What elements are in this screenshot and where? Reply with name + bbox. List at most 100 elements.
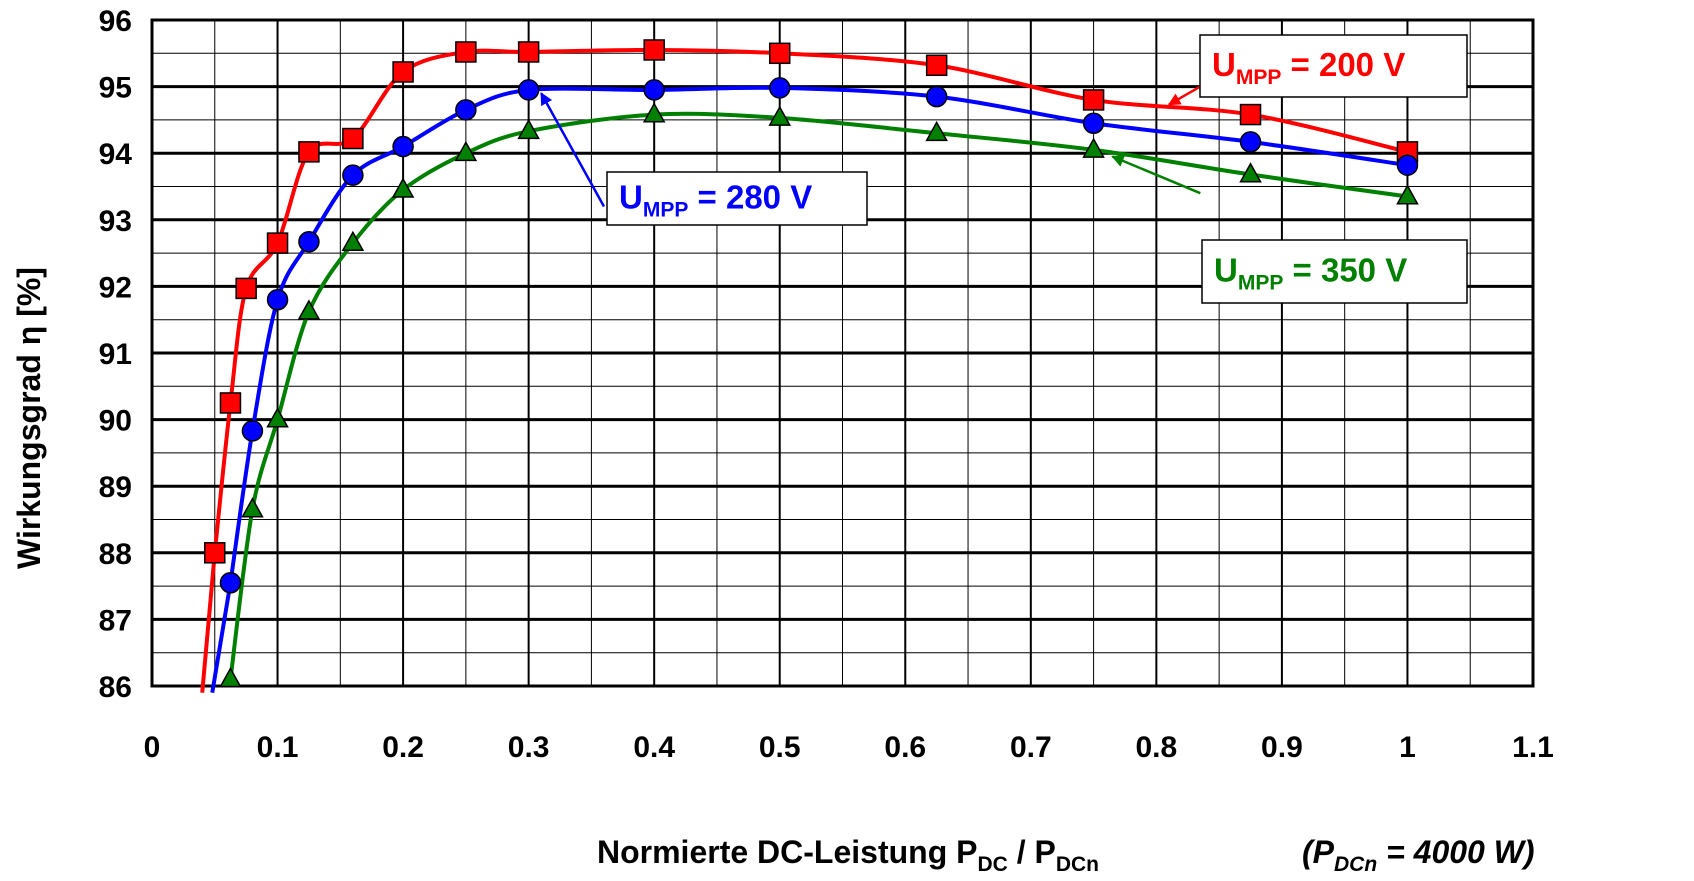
annotation-label: UMPP = 280 V <box>619 179 812 222</box>
grid <box>151 18 1534 688</box>
y-tick-label: 95 <box>99 72 132 105</box>
annotation-label-rest: = 280 V <box>688 179 812 216</box>
annotation-label-sub: MPP <box>1236 66 1282 89</box>
x-tick-label: 1.1 <box>1512 731 1554 764</box>
y-tick-label: 86 <box>99 671 132 704</box>
x-tick-label: 0.9 <box>1261 731 1303 764</box>
annotation-label-main: U <box>1212 46 1236 83</box>
x-axis-note-rest: = 4000 W) <box>1377 834 1534 870</box>
x-axis-label: Normierte DC-Leistung PDC / PDCn <box>597 834 1099 876</box>
data-point-200v <box>925 54 948 77</box>
data-point-280v <box>1082 112 1105 134</box>
annotation-arrow <box>540 92 606 208</box>
plot-border <box>150 18 1535 688</box>
annotation-350v: UMPP = 350 V <box>1111 155 1468 304</box>
data-point-350v <box>1396 184 1419 205</box>
x-axis-label-sub1: DC <box>977 853 1007 876</box>
data-point-200v <box>768 42 791 65</box>
data-point-350v <box>642 102 666 123</box>
annotation-box <box>1199 34 1468 98</box>
data-point-350v <box>1082 137 1105 158</box>
x-tick-label: 0.5 <box>759 731 801 764</box>
data-point-350v <box>925 120 948 142</box>
y-tick-label: 90 <box>99 405 132 438</box>
data-point-280v <box>455 99 477 121</box>
data-point-350v <box>517 118 540 140</box>
data-point-350v <box>454 140 478 162</box>
plot-frame <box>150 18 1535 688</box>
series-markers <box>204 39 1419 688</box>
x-axis-label-sub2: DCn <box>1056 853 1099 876</box>
y-tick-labels: 86 87 88 89 90 91 92 93 94 95 96 <box>99 5 133 704</box>
x-tick-label: 0.8 <box>1136 731 1178 764</box>
annotation-label-sub: MPP <box>643 199 689 222</box>
annotation-label-main: U <box>619 179 643 216</box>
data-point-200v <box>342 127 364 150</box>
y-tick-label: 89 <box>99 471 132 504</box>
series-line-280v <box>228 85 1408 584</box>
annotation-label-main: U <box>1214 252 1238 289</box>
x-tick-label: 0.6 <box>884 731 926 764</box>
annotation-label-rest: = 200 V <box>1281 46 1405 83</box>
series-line-tail-200v <box>200 552 217 693</box>
data-point-350v <box>219 666 242 688</box>
data-point-350v <box>266 407 289 428</box>
x-axis-note-open: (P <box>1302 834 1335 870</box>
data-point-200v <box>1082 89 1105 111</box>
data-point-200v <box>298 141 320 163</box>
y-tick-label: 93 <box>99 205 132 238</box>
annotation-arrow <box>1111 155 1201 195</box>
y-axis-label: Wirkungsgrad η [%] <box>11 267 47 569</box>
data-point-200v <box>219 392 242 414</box>
data-point-350v <box>768 105 792 126</box>
y-tick-label: 88 <box>99 538 132 571</box>
data-point-200v <box>266 232 289 254</box>
data-point-280v <box>768 77 791 99</box>
data-point-200v <box>455 41 477 63</box>
data-point-350v <box>297 299 321 320</box>
y-tick-label: 92 <box>99 271 132 304</box>
annotation-label: UMPP = 200 V <box>1212 46 1405 89</box>
series-line-tail-280v <box>210 582 233 693</box>
data-point-280v <box>219 572 242 594</box>
series-lines <box>200 47 1408 693</box>
y-tick-label: 91 <box>99 338 132 371</box>
data-point-200v <box>1239 103 1262 126</box>
annotation-label: UMPP = 350 V <box>1214 252 1407 295</box>
data-point-280v <box>643 79 665 101</box>
data-point-280v <box>298 231 320 253</box>
data-point-350v <box>1239 162 1262 183</box>
data-point-350v <box>391 177 415 198</box>
annotation-box <box>606 171 868 226</box>
x-tick-label: 0.2 <box>382 731 424 764</box>
y-tick-label: 94 <box>99 138 133 171</box>
annotation-280v: UMPP = 280 V <box>540 92 868 226</box>
y-tick-label: 96 <box>99 5 132 38</box>
data-point-200v <box>235 277 257 300</box>
data-point-200v <box>392 61 414 83</box>
data-point-280v <box>241 420 264 442</box>
x-tick-label: 0.3 <box>508 731 550 764</box>
x-tick-labels: 0 0.1 0.2 0.3 0.4 0.5 0.6 0.7 0.8 0.9 1 1.1 <box>144 731 1554 764</box>
annotation-label-rest: = 350 V <box>1283 252 1407 289</box>
data-point-350v <box>341 230 365 252</box>
x-tick-label: 0.7 <box>1010 731 1052 764</box>
x-tick-label: 1 <box>1399 731 1416 764</box>
data-point-280v <box>1239 131 1262 153</box>
x-axis-note: (PDCn = 4000 W) <box>1302 834 1535 876</box>
data-point-280v <box>517 79 540 101</box>
data-point-200v <box>204 542 226 564</box>
data-point-200v <box>643 39 665 61</box>
x-tick-label: 0.4 <box>633 731 675 764</box>
data-point-350v <box>241 497 264 518</box>
x-axis-label-mid: / P <box>1008 834 1056 870</box>
data-point-200v <box>517 41 540 63</box>
data-point-280v <box>392 135 414 158</box>
data-point-280v <box>925 85 948 108</box>
data-point-280v <box>1396 154 1419 176</box>
data-point-280v <box>342 164 364 186</box>
x-tick-label: 0.1 <box>257 731 299 764</box>
annotation-label-sub: MPP <box>1238 272 1284 295</box>
